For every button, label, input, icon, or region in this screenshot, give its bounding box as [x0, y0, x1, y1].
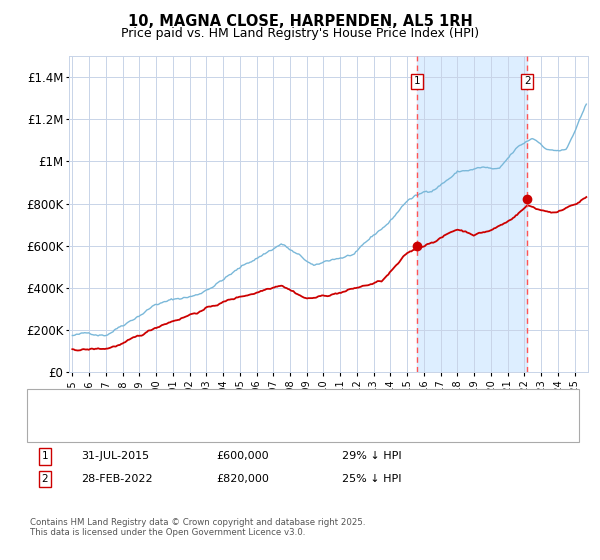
Text: 28-FEB-2022: 28-FEB-2022 — [81, 474, 152, 484]
Text: £600,000: £600,000 — [216, 451, 269, 461]
Bar — [417, 56, 527, 372]
Text: 31-JUL-2015: 31-JUL-2015 — [81, 451, 149, 461]
Text: 10, MAGNA CLOSE, HARPENDEN, AL5 1RH (detached house): 10, MAGNA CLOSE, HARPENDEN, AL5 1RH (det… — [81, 400, 394, 410]
Text: Price paid vs. HM Land Registry's House Price Index (HPI): Price paid vs. HM Land Registry's House … — [121, 27, 479, 40]
Text: HPI: Average price, detached house, St Albans: HPI: Average price, detached house, St A… — [81, 423, 323, 433]
Text: 1: 1 — [41, 451, 49, 461]
Text: 1: 1 — [413, 76, 420, 86]
Text: 2: 2 — [41, 474, 49, 484]
Text: Contains HM Land Registry data © Crown copyright and database right 2025.
This d: Contains HM Land Registry data © Crown c… — [30, 518, 365, 538]
Text: £820,000: £820,000 — [216, 474, 269, 484]
Text: 29% ↓ HPI: 29% ↓ HPI — [342, 451, 401, 461]
Text: 10, MAGNA CLOSE, HARPENDEN, AL5 1RH: 10, MAGNA CLOSE, HARPENDEN, AL5 1RH — [128, 14, 472, 29]
Text: 25% ↓ HPI: 25% ↓ HPI — [342, 474, 401, 484]
Text: 2: 2 — [524, 76, 530, 86]
